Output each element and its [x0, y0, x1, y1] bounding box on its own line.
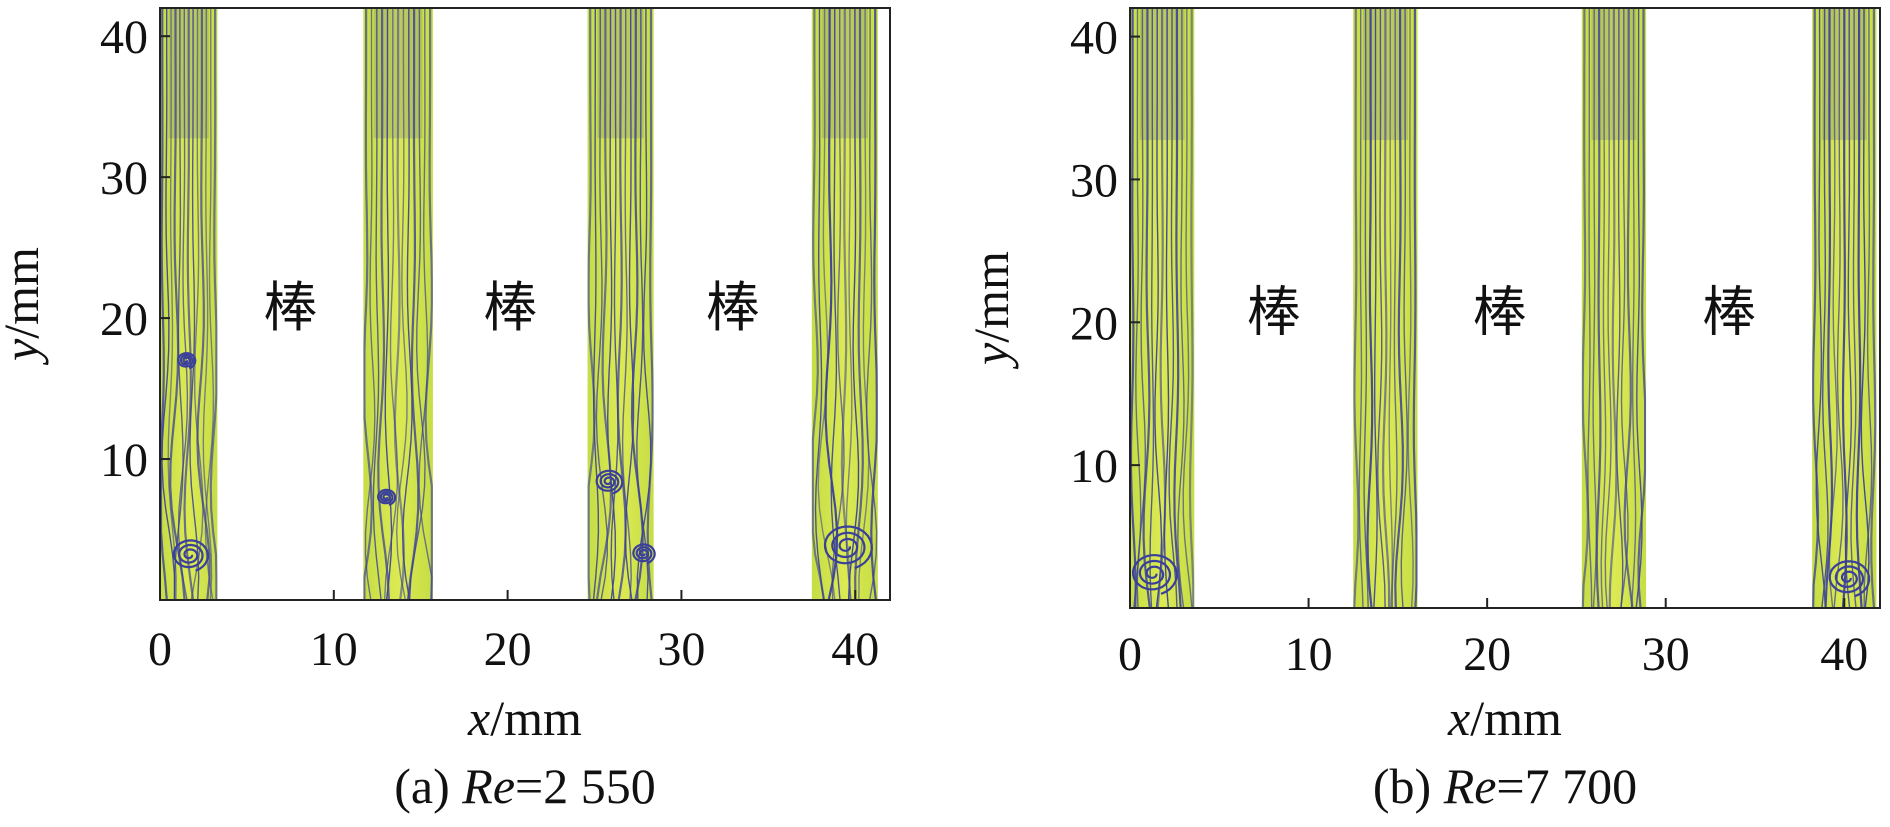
vortex: [1131, 554, 1178, 595]
x-tick-label: 40: [831, 623, 879, 676]
vortex: [377, 488, 397, 506]
rod-label: 棒: [1247, 280, 1301, 343]
y-tick-label: 40: [1070, 12, 1118, 65]
rod-label: 棒: [263, 276, 317, 339]
flow-strip: [363, 8, 433, 600]
flow-strip: [160, 8, 218, 600]
y-tick-label: 40: [100, 11, 148, 64]
rod-label: 棒: [483, 276, 537, 339]
x-tick-label: 10: [1285, 628, 1333, 681]
y-tick-label: 20: [1070, 297, 1118, 350]
y-tick-label: 10: [100, 434, 148, 487]
vortex: [595, 469, 624, 495]
x-tick-label: 20: [484, 623, 532, 676]
flow-strip: [1353, 8, 1418, 608]
vortex: [632, 543, 656, 565]
vortex: [1828, 560, 1871, 598]
panel-caption: (b) Re=7 700: [1373, 758, 1637, 814]
vortex: [172, 539, 210, 572]
x-tick-label: 30: [1642, 628, 1690, 681]
x-tick-label: 30: [657, 623, 705, 676]
x-tick-label: 0: [1118, 628, 1142, 681]
flow-strip: [587, 8, 654, 600]
y-tick-label: 20: [100, 293, 148, 346]
x-axis-label: x/mm: [467, 690, 582, 746]
panel-b: 棒 棒 棒 0 10 20 30 40 10 20 30 40 x/mm y/mm (b) Re=7 700: [963, 7, 1881, 814]
y-tick-label: 30: [100, 152, 148, 205]
x-tick-label: 10: [310, 623, 358, 676]
x-tick-label: 0: [148, 623, 172, 676]
y-tick-label: 10: [1070, 440, 1118, 493]
panel-caption: (a) Re=2 550: [394, 758, 655, 814]
vortex: [177, 352, 197, 370]
x-axis-label: x/mm: [1447, 690, 1562, 746]
flow-strip: [1581, 8, 1647, 608]
panel-a: 棒 棒 棒 0 10 20 30 40 10 20 30 40 x/mm y/mm (a) Re=2 550: [0, 7, 891, 814]
x-tick-label: 20: [1463, 628, 1511, 681]
vortex: [823, 525, 873, 570]
flow-strip: [1130, 8, 1195, 608]
rod-label: 棒: [1702, 280, 1756, 343]
plot-frame: [159, 7, 891, 601]
y-tick-label: 30: [1070, 154, 1118, 207]
plot-frame: [1129, 7, 1881, 609]
flow-strip: [811, 8, 878, 600]
y-axis-label: y/mm: [0, 247, 49, 366]
rod-label: 棒: [706, 276, 760, 339]
rod-label: 棒: [1473, 280, 1527, 343]
flow-strip: [1812, 8, 1877, 608]
y-axis-label: y/mm: [963, 251, 1019, 370]
x-tick-label: 40: [1820, 628, 1868, 681]
